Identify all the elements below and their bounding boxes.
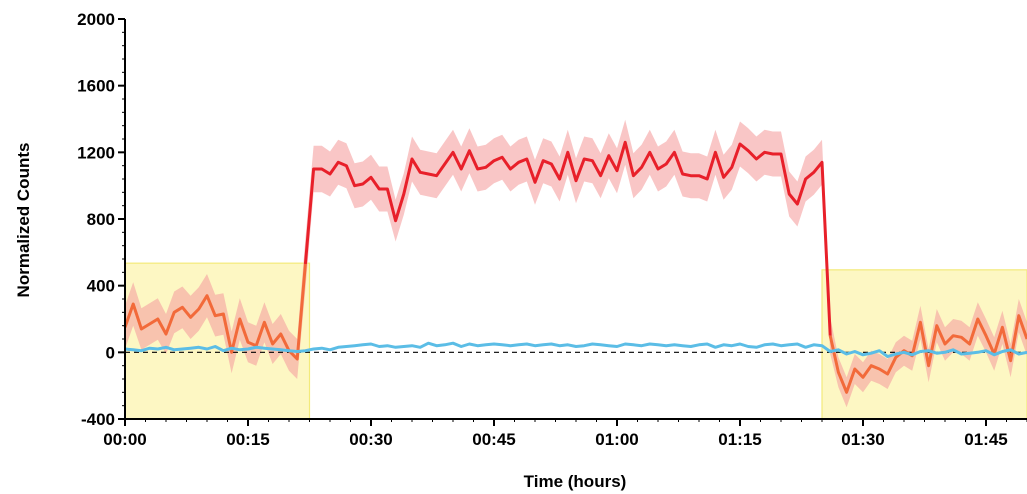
y-tick-label: 800 bbox=[87, 210, 115, 229]
x-tick-label: 01:15 bbox=[718, 430, 761, 449]
x-axis-title: Time (hours) bbox=[524, 472, 627, 491]
x-tick-label: 00:00 bbox=[103, 430, 146, 449]
y-tick-label: 1200 bbox=[77, 143, 115, 162]
y-tick-label: 2000 bbox=[77, 10, 115, 29]
series-2-line bbox=[124, 341, 1027, 358]
x-tick-label: 00:30 bbox=[349, 430, 392, 449]
y-tick-label: 1600 bbox=[77, 77, 115, 96]
y-tick-label: 0 bbox=[106, 343, 115, 362]
y-tick-label: 400 bbox=[87, 277, 115, 296]
series-1-line-pre bbox=[123, 263, 307, 361]
x-tick-label: 01:45 bbox=[964, 430, 1007, 449]
y-axis-title: Normalized Counts bbox=[14, 143, 33, 298]
x-tick-label: 00:15 bbox=[226, 430, 269, 449]
series-lines bbox=[123, 140, 1027, 394]
series-1-line-stimulus bbox=[303, 140, 832, 336]
y-tick-label: -400 bbox=[81, 410, 115, 429]
x-tick-label: 01:00 bbox=[595, 430, 638, 449]
x-tick-label: 01:30 bbox=[841, 430, 884, 449]
ticks: -400 0 400 800 1200 1600 2000 00:00 00:15 00:30 00… bbox=[77, 10, 1027, 449]
x-tick-label: 00:45 bbox=[472, 430, 515, 449]
